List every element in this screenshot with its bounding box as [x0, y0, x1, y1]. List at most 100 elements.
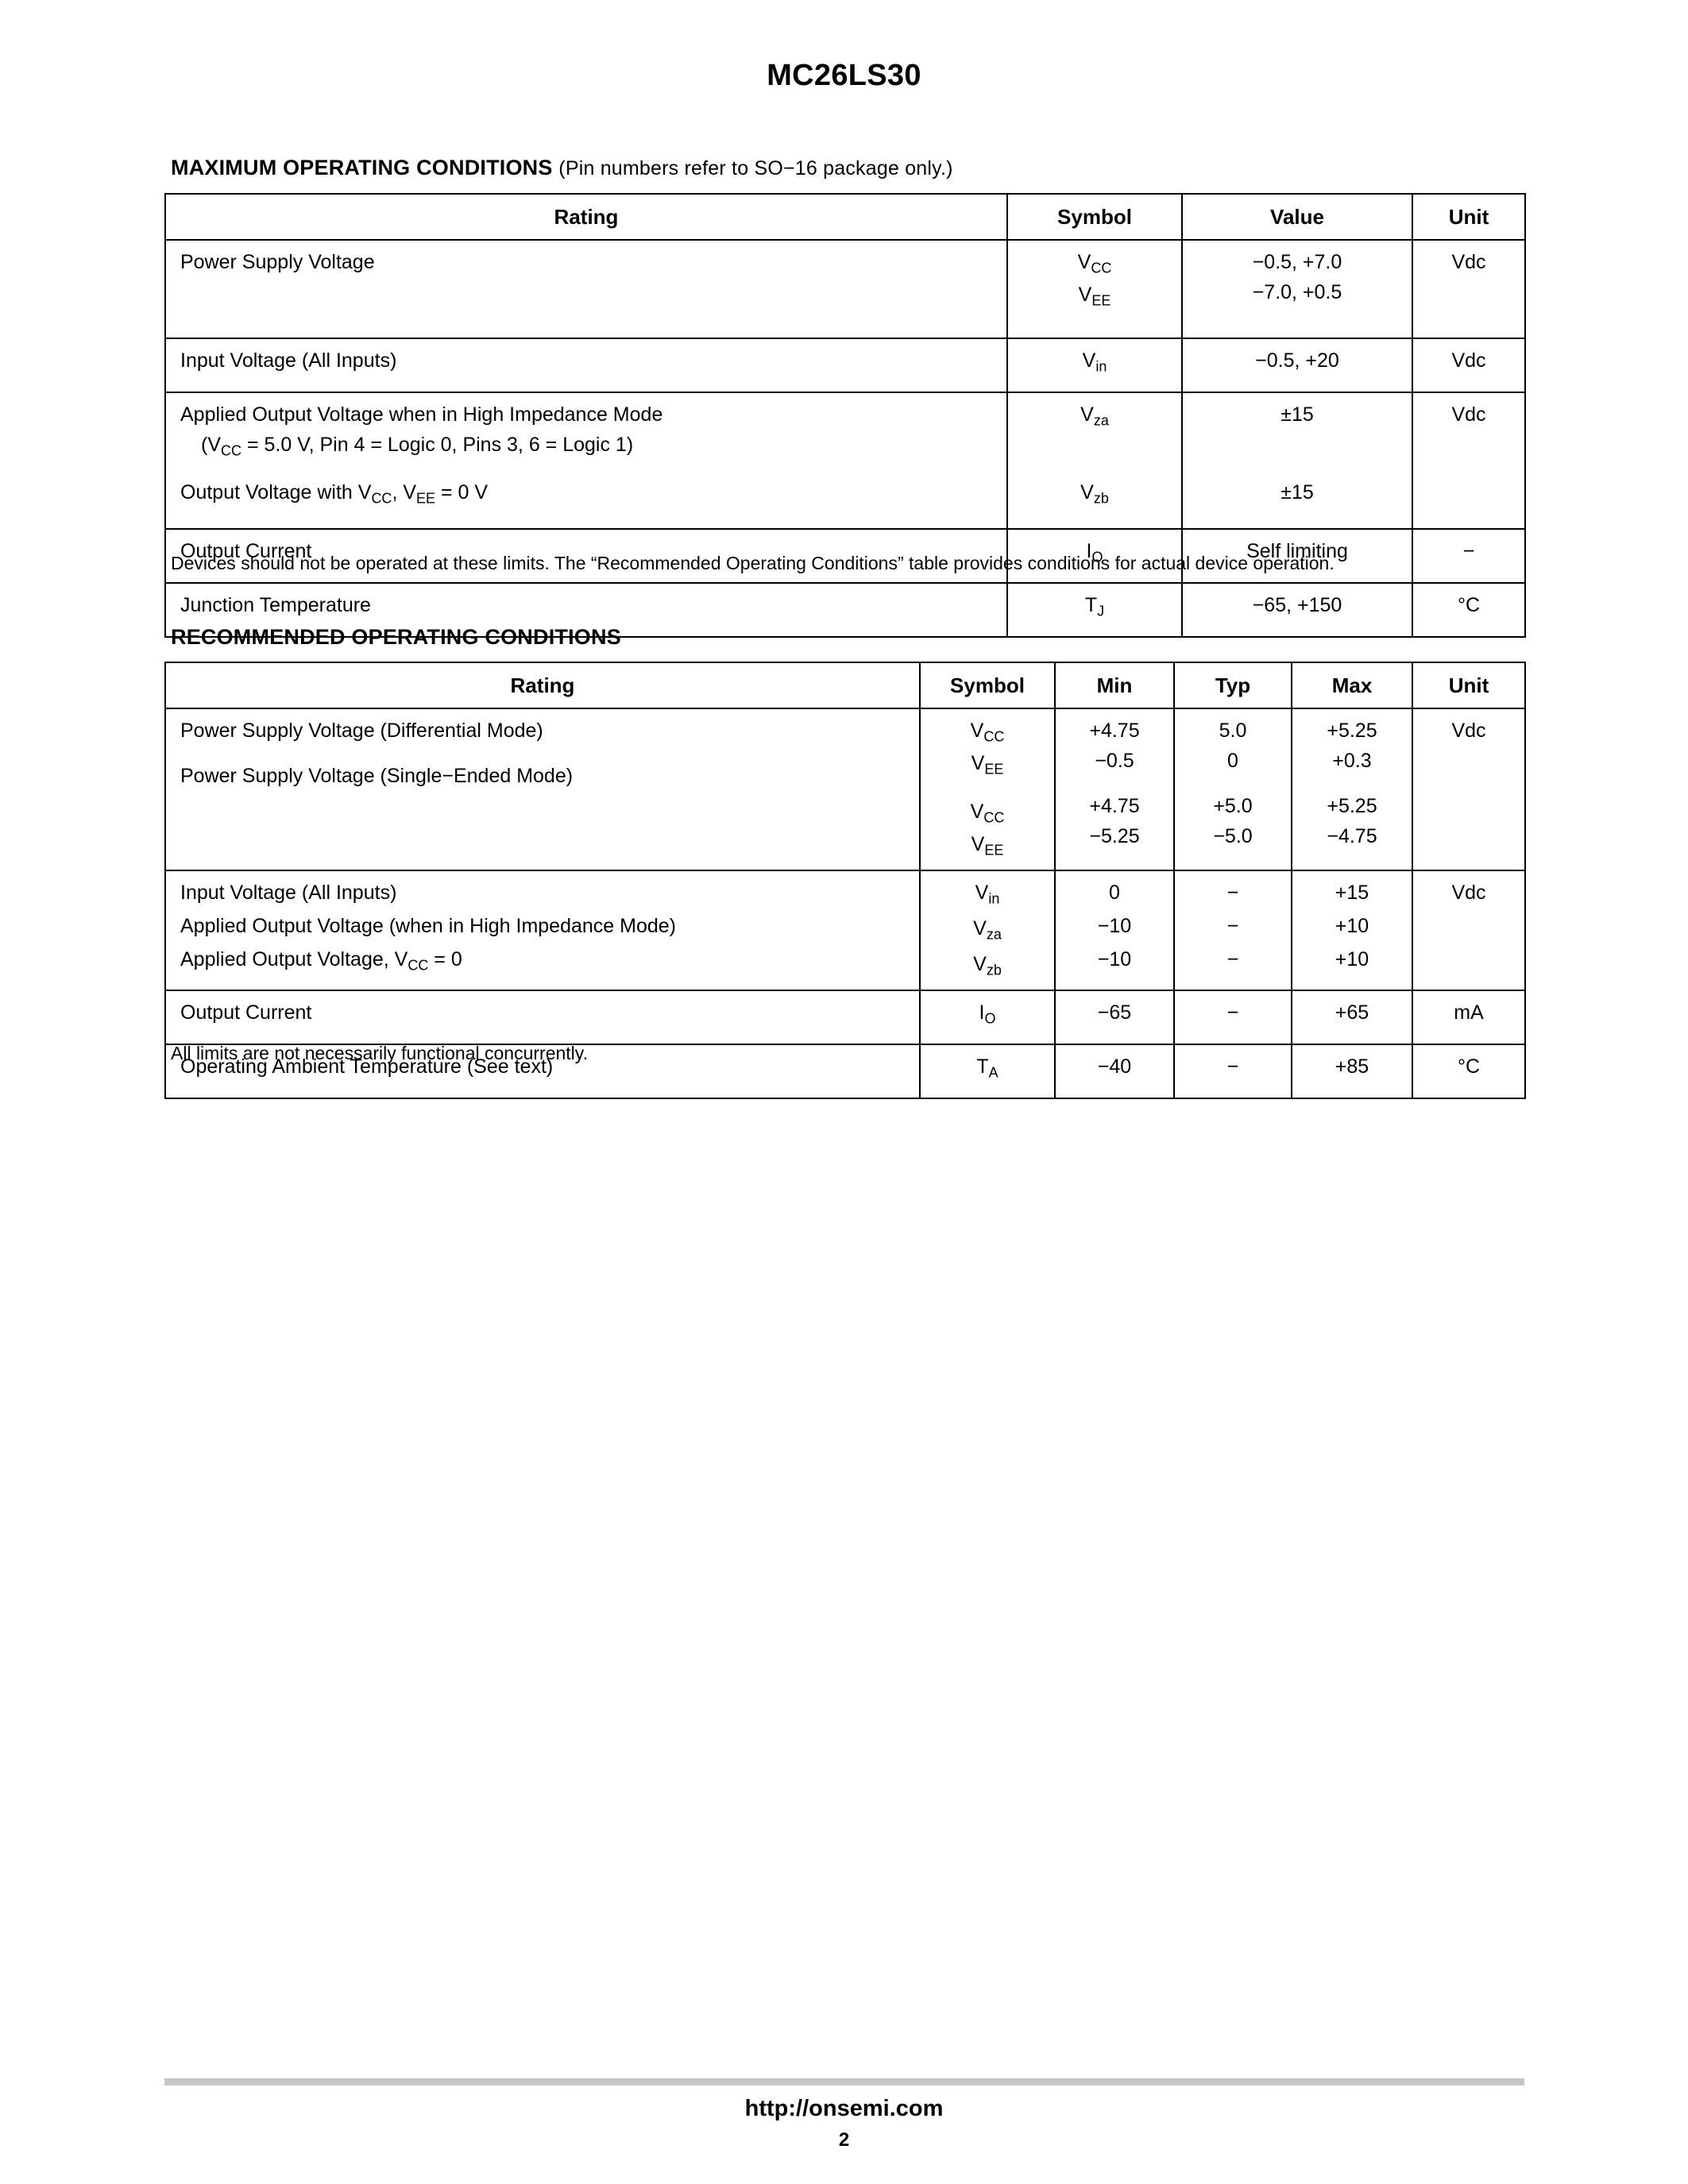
footer-page-number: 2: [838, 2129, 850, 2151]
rating-line-3: Applied Output Voltage, VCC = 0: [180, 947, 462, 973]
table-row: Output Voltage with VCC, VEE = 0 V Vzb ±…: [164, 471, 1526, 530]
cell-min: −65: [1054, 989, 1175, 1045]
cell-max: +85: [1291, 1043, 1413, 1099]
section-heading-maximum-operating-conditions: MAXIMUM OPERATING CONDITIONS (Pin number…: [171, 156, 953, 180]
section-heading-recommended-operating-conditions: RECOMMENDED OPERATING CONDITIONS: [171, 625, 621, 650]
table-footnote-maximum: Devices should not be operated at these …: [171, 553, 1335, 573]
value-line-1: −0.5, +7.0: [1252, 251, 1342, 273]
cell-symbol: IO: [919, 989, 1056, 1045]
cell-symbol: Vin: [1006, 338, 1183, 393]
rating-text: Power Supply Voltage: [180, 251, 375, 273]
cell-unit: Vdc: [1412, 708, 1526, 871]
cell-min: +4.75 −0.5 +4.75 −5.25: [1054, 708, 1175, 871]
cell-value: ±15: [1181, 392, 1413, 471]
cell-unit: [1412, 471, 1526, 530]
cell-symbol: TA: [919, 1043, 1056, 1099]
cell-unit: Vdc: [1412, 239, 1526, 339]
table-row: Output Current IO Self limiting −: [164, 528, 1526, 584]
cell-typ: 5.0 0 +5.0 −5.0: [1173, 708, 1292, 871]
cell-rating: Input Voltage (All Inputs) Applied Outpu…: [164, 869, 921, 991]
cell-max: +65: [1291, 989, 1413, 1045]
max-line-2: +10: [1335, 914, 1369, 937]
typ-line-2: −: [1226, 914, 1239, 937]
col-header-rating: Rating: [164, 662, 921, 709]
cell-min: 0 −10 −10: [1054, 869, 1175, 991]
rating-text: Output Voltage with VCC, VEE = 0 V: [180, 481, 489, 507]
cell-unit: °C: [1412, 1043, 1526, 1099]
col-header-typ: Typ: [1173, 662, 1292, 709]
table-row: Input Voltage (All Inputs) Vin −0.5, +20…: [164, 338, 1526, 393]
typ-line-3: −: [1226, 947, 1239, 970]
cell-symbol: Vza: [1006, 392, 1183, 471]
maximum-operating-conditions-table: Rating Symbol Value Unit Power Supply Vo…: [164, 193, 1526, 638]
min-line-1: +4.75: [1089, 720, 1140, 742]
cell-max: +15 +10 +10: [1291, 869, 1413, 991]
table-header-row: Rating Symbol Min Typ Max Unit: [164, 662, 1526, 709]
col-header-value: Value: [1181, 193, 1413, 241]
cell-value: −0.5, +7.0 −7.0, +0.5: [1181, 239, 1413, 339]
table-footnote-recommended: All limits are not necessarily functiona…: [171, 1043, 588, 1063]
cell-symbol: IO: [1006, 528, 1183, 584]
cell-rating: Applied Output Voltage when in High Impe…: [164, 392, 1008, 471]
section-heading-note: (Pin numbers refer to SO−16 package only…: [558, 157, 953, 179]
cell-rating: Power Supply Voltage (Differential Mode)…: [164, 708, 921, 871]
min-line-2: −10: [1097, 914, 1132, 937]
symbol-line-4: VEE: [971, 833, 1004, 859]
cell-rating: Output Current: [164, 528, 1008, 584]
rating-line-2: Power Supply Voltage (Single−Ended Mode): [180, 765, 574, 787]
col-header-unit: Unit: [1412, 193, 1526, 241]
section-heading-text: MAXIMUM OPERATING CONDITIONS: [171, 156, 553, 179]
cell-value: −65, +150: [1181, 582, 1413, 638]
cell-unit: Vdc: [1412, 392, 1526, 471]
table-row: Output Current IO −65 − +65 mA: [164, 989, 1526, 1045]
max-line-3: +10: [1335, 947, 1369, 970]
symbol-line-2: Vza: [973, 916, 1002, 943]
cell-unit: −: [1412, 528, 1526, 584]
cell-rating: Output Voltage with VCC, VEE = 0 V: [164, 471, 1008, 530]
cell-unit: Vdc: [1412, 869, 1526, 991]
max-line-1: +15: [1335, 881, 1369, 904]
cell-value: Self limiting: [1181, 528, 1413, 584]
cell-typ: −: [1173, 989, 1292, 1045]
symbol-line-3: VCC: [970, 800, 1005, 826]
typ-line-4: −5.0: [1213, 825, 1253, 847]
symbol-line-3: Vzb: [973, 953, 1002, 978]
cell-symbol: TJ: [1006, 582, 1183, 638]
cell-typ: −: [1173, 1043, 1292, 1099]
cell-rating: Operating Ambient Temperature (See text): [164, 1043, 921, 1099]
section-heading-text: RECOMMENDED OPERATING CONDITIONS: [171, 625, 621, 649]
typ-line-3: +5.0: [1213, 795, 1253, 817]
rating-line-1: Input Voltage (All Inputs): [180, 881, 397, 904]
cell-unit: °C: [1412, 582, 1526, 638]
cell-unit: mA: [1412, 989, 1526, 1045]
col-header-min: Min: [1054, 662, 1175, 709]
col-header-unit: Unit: [1412, 662, 1526, 709]
rating-spacer: [180, 743, 919, 765]
min-line-1: 0: [1109, 881, 1120, 904]
max-line-1: +5.25: [1327, 720, 1377, 742]
min-line-4: −5.25: [1089, 825, 1140, 847]
col-header-symbol: Symbol: [1006, 193, 1183, 241]
col-header-rating: Rating: [164, 193, 1008, 241]
rating-line-2: Applied Output Voltage (when in High Imp…: [180, 914, 676, 937]
table-row: Power Supply Voltage VCC VEE −0.5, +7.0 …: [164, 239, 1526, 339]
cell-rating: Power Supply Voltage: [164, 239, 1008, 339]
min-line-2: −0.5: [1095, 750, 1134, 772]
rating-line-1: Applied Output Voltage when in High Impe…: [180, 403, 663, 426]
cell-symbol: Vzb: [1006, 471, 1183, 530]
cell-max: +5.25 +0.3 +5.25 −4.75: [1291, 708, 1413, 871]
table-row: Applied Output Voltage when in High Impe…: [164, 392, 1526, 471]
cell-value: −0.5, +20: [1181, 338, 1413, 393]
symbol-vcc: VCC: [1077, 251, 1112, 276]
cell-rating: Output Current: [164, 989, 921, 1045]
table-row: Power Supply Voltage (Differential Mode)…: [164, 708, 1526, 871]
footer-url[interactable]: http://onsemi.com: [744, 2096, 944, 2121]
cell-min: −40: [1054, 1043, 1175, 1099]
typ-line-1: 5.0: [1219, 720, 1247, 742]
cell-unit: Vdc: [1412, 338, 1526, 393]
table-row: Input Voltage (All Inputs) Applied Outpu…: [164, 869, 1526, 991]
symbol-line-1: Vin: [975, 881, 1000, 906]
recommended-operating-conditions-table: Rating Symbol Min Typ Max Unit Power Sup…: [164, 662, 1526, 1099]
max-line-2: +0.3: [1332, 750, 1372, 772]
min-line-3: +4.75: [1089, 795, 1140, 817]
